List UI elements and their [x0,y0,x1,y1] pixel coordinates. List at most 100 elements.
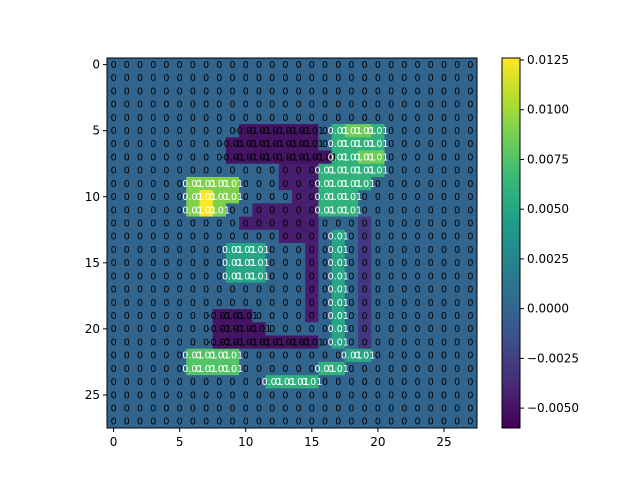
heatmap-cell-26-13 [278,401,293,416]
cell-label-0-0: 0 [111,60,117,71]
cell-label-5-11: -0.01 [247,126,272,137]
cell-label-9-7: 0.01 [196,179,217,190]
cell-label-7-7: 0 [203,152,209,163]
cell-label-3-9: 0 [230,100,236,111]
heatmap-cell-7-13 [278,150,293,165]
cell-label-6-1: 0 [124,139,130,150]
cell-label-25-16: 0 [322,390,328,401]
cell-label-10-7: 0.01 [196,192,217,203]
cell-label-27-4: 0 [163,417,169,428]
cell-label-1-26: 0 [454,73,460,84]
cell-label-16-15: 0 [309,271,315,282]
heatmap-cell-14-14 [292,243,306,257]
heatmap-cell-24-1 [120,375,134,389]
heatmap-cell-25-13 [278,388,293,402]
cell-label-10-24: 0 [428,192,434,203]
cell-label-9-25: 0 [441,179,447,190]
heatmap-cell-14-15 [305,243,319,257]
heatmap-cell-5-24 [424,124,438,138]
heatmap-cell-9-14 [292,176,306,191]
heatmap-cell-12-5 [173,216,187,231]
cell-label-11-9: 0 [230,205,236,216]
heatmap-cell-25-3 [146,388,161,402]
cell-label-3-22: 0 [401,100,407,111]
heatmap-cell-7-26 [450,150,465,165]
heatmap-cell-9-4 [159,176,174,191]
cell-label-20-7: 0 [203,324,209,335]
heatmap-cell-19-7 [199,309,214,323]
heatmap-cell-2-22 [397,84,412,99]
cell-label-25-11: 0 [256,390,262,401]
heatmap-cell-9-25 [437,176,451,191]
cell-label-15-17: 0.01 [328,258,349,269]
heatmap-cell-19-5 [173,309,187,323]
heatmap-cell-3-2 [133,97,148,112]
cell-label-3-25: 0 [441,100,447,111]
heatmap-cell-2-6 [186,84,200,99]
heatmap-cell-9-7 [199,176,214,191]
heatmap-cell-13-17 [331,229,346,244]
cell-label-20-22: 0 [401,324,407,335]
heatmap-cell-15-25 [437,256,451,270]
cell-label-0-2: 0 [137,60,143,71]
cell-label-1-17: 0 [335,73,341,84]
heatmap-cell-14-8 [212,243,227,257]
cell-label-0-24: 0 [428,60,434,71]
cell-label-2-22: 0 [401,86,407,97]
cell-label-20-23: 0 [415,324,421,335]
cell-label-25-12: 0 [269,390,275,401]
cell-label-7-15: -0.01 [300,152,325,163]
heatmap-cell-8-19 [358,163,372,178]
cell-label-2-6: 0 [190,86,196,97]
heatmap-cell-16-23 [410,269,425,284]
heatmap-cell-22-18 [344,348,359,363]
heatmap-cell-16-3 [146,269,161,284]
heatmap-cell-12-17 [331,216,346,231]
heatmap-cell-2-13 [278,84,293,99]
heatmap-cell-9-24 [424,176,438,191]
cell-label-25-2: 0 [137,390,143,401]
heatmap-cell-26-7 [199,401,214,416]
heatmap-cell-18-27 [463,295,478,310]
heatmap-cell-4-22 [397,110,412,125]
cell-label-22-9: 0.01 [222,351,243,362]
heatmap-cell-27-26 [450,414,465,429]
cell-label-0-5: 0 [177,60,183,71]
heatmap-cell-24-7 [199,375,214,389]
heatmap-cell-11-6 [186,203,200,217]
cell-label-26-6: 0 [190,403,196,414]
heatmap-cell-2-27 [463,84,478,99]
heatmap-cell-18-26 [450,295,465,310]
cell-label-2-2: 0 [137,86,143,97]
cell-label-24-27: 0 [467,377,473,388]
heatmap-cell-5-17 [331,124,346,138]
heatmap-cell-5-16 [318,124,333,138]
heatmap-cell-7-18 [344,150,359,165]
cell-label-17-1: 0 [124,285,130,296]
heatmap-cell-21-6 [186,335,200,350]
cell-label-7-2: 0 [137,152,143,163]
cell-label-18-16: 0 [322,298,328,309]
heatmap-cell-23-17 [331,361,346,376]
cell-label-18-12: 0 [269,298,275,309]
cell-label-27-0: 0 [111,417,117,428]
cell-label-12-11: 0 [256,218,262,229]
heatmap-cell-19-22 [397,309,412,323]
cell-label-24-18: 0 [348,377,354,388]
heatmap-cell-5-5 [173,124,187,138]
heatmap-cell-23-19 [358,361,372,376]
cell-label-20-1: 0 [124,324,130,335]
heatmap-cell-24-15 [305,375,319,389]
heatmap-cell-6-5 [173,137,187,151]
heatmap-cell-0-20 [371,58,385,72]
cell-label-6-6: 0 [190,139,196,150]
heatmap-cell-17-5 [173,282,187,297]
cell-label-5-27: 0 [467,126,473,137]
cell-label-21-11: -0.01 [247,337,272,348]
cell-label-9-11: 0 [256,179,262,190]
heatmap-cell-17-6 [186,282,200,297]
cell-label-23-18: 0 [348,364,354,375]
cell-label-5-7: 0 [203,126,209,137]
heatmap-cell-1-19 [358,71,372,85]
cell-label-14-5: 0 [177,245,183,256]
